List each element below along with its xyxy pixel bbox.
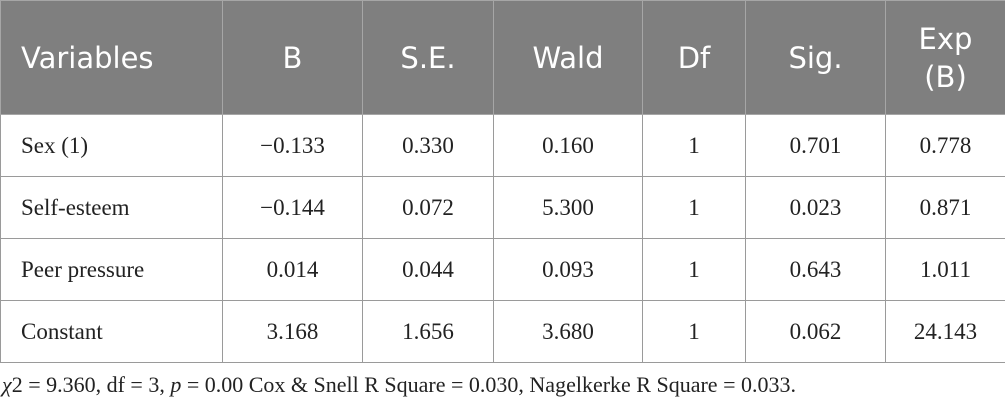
table-cell: Sex (1)	[0, 114, 223, 177]
header-cell: Df	[642, 0, 746, 115]
table-row: Peer pressure 0.014 0.044 0.093 1 0.643 1.011	[0, 238, 1005, 301]
table-cell: 3.168	[222, 300, 363, 363]
table-cell: −0.133	[222, 114, 363, 177]
table-cell: 1	[642, 176, 746, 239]
table-cell: 0.093	[493, 238, 643, 301]
table-cell: 0.160	[493, 114, 643, 177]
table-cell: 1.011	[885, 238, 1005, 301]
table-cell: 0.330	[362, 114, 494, 177]
table-cell: 3.680	[493, 300, 643, 363]
table-cell: 0.023	[745, 176, 886, 239]
table-row: Self-esteem −0.144 0.072 5.300 1 0.023 0.871	[0, 176, 1005, 239]
table-row: Sex (1) −0.133 0.330 0.160 1 0.701 0.778	[0, 114, 1005, 177]
header-cell: Sig.	[745, 0, 886, 115]
table-cell: 0.072	[362, 176, 494, 239]
table-cell: Peer pressure	[0, 238, 223, 301]
table-cell: 0.044	[362, 238, 494, 301]
table-row: Constant 3.168 1.656 3.680 1 0.062 24.143	[0, 300, 1005, 363]
table-cell: 0.701	[745, 114, 886, 177]
header-cell: Wald	[493, 0, 643, 115]
footnote-part: p	[170, 372, 182, 397]
footnote: χ2 = 9.360, df = 3, p = 0.00 Cox & Snell…	[2, 372, 796, 398]
table-cell: 0.643	[745, 238, 886, 301]
table-cell: Constant	[0, 300, 223, 363]
header-row: Variables B S.E. Wald Df Sig. Exp (B)	[0, 0, 1005, 115]
table-cell: 0.871	[885, 176, 1005, 239]
header-cell: Exp (B)	[885, 0, 1005, 115]
table-cell: 1	[642, 238, 746, 301]
header-cell: Variables	[0, 0, 223, 115]
table-cell: −0.144	[222, 176, 363, 239]
table-body: Sex (1) −0.133 0.330 0.160 1 0.701 0.778 Self-e…	[0, 114, 1005, 363]
footnote-part: 2 = 9.360, df = 3,	[11, 372, 171, 397]
table-cell: 1	[642, 114, 746, 177]
footnote-part: = 0.00 Cox & Snell R Square = 0.030, Nag…	[181, 372, 796, 397]
results-table: Variables B S.E. Wald Df Sig. Exp (B) Sex (1) −…	[0, 0, 1005, 363]
table-cell: 1	[642, 300, 746, 363]
footnote-part: χ	[2, 372, 12, 397]
table-cell: 24.143	[885, 300, 1005, 363]
header-cell: S.E.	[362, 0, 494, 115]
table-cell: 5.300	[493, 176, 643, 239]
table-cell: 0.062	[745, 300, 886, 363]
header-cell: B	[222, 0, 363, 115]
table-cell: Self-esteem	[0, 176, 223, 239]
table-cell: 1.656	[362, 300, 494, 363]
table-cell: 0.778	[885, 114, 1005, 177]
table-cell: 0.014	[222, 238, 363, 301]
